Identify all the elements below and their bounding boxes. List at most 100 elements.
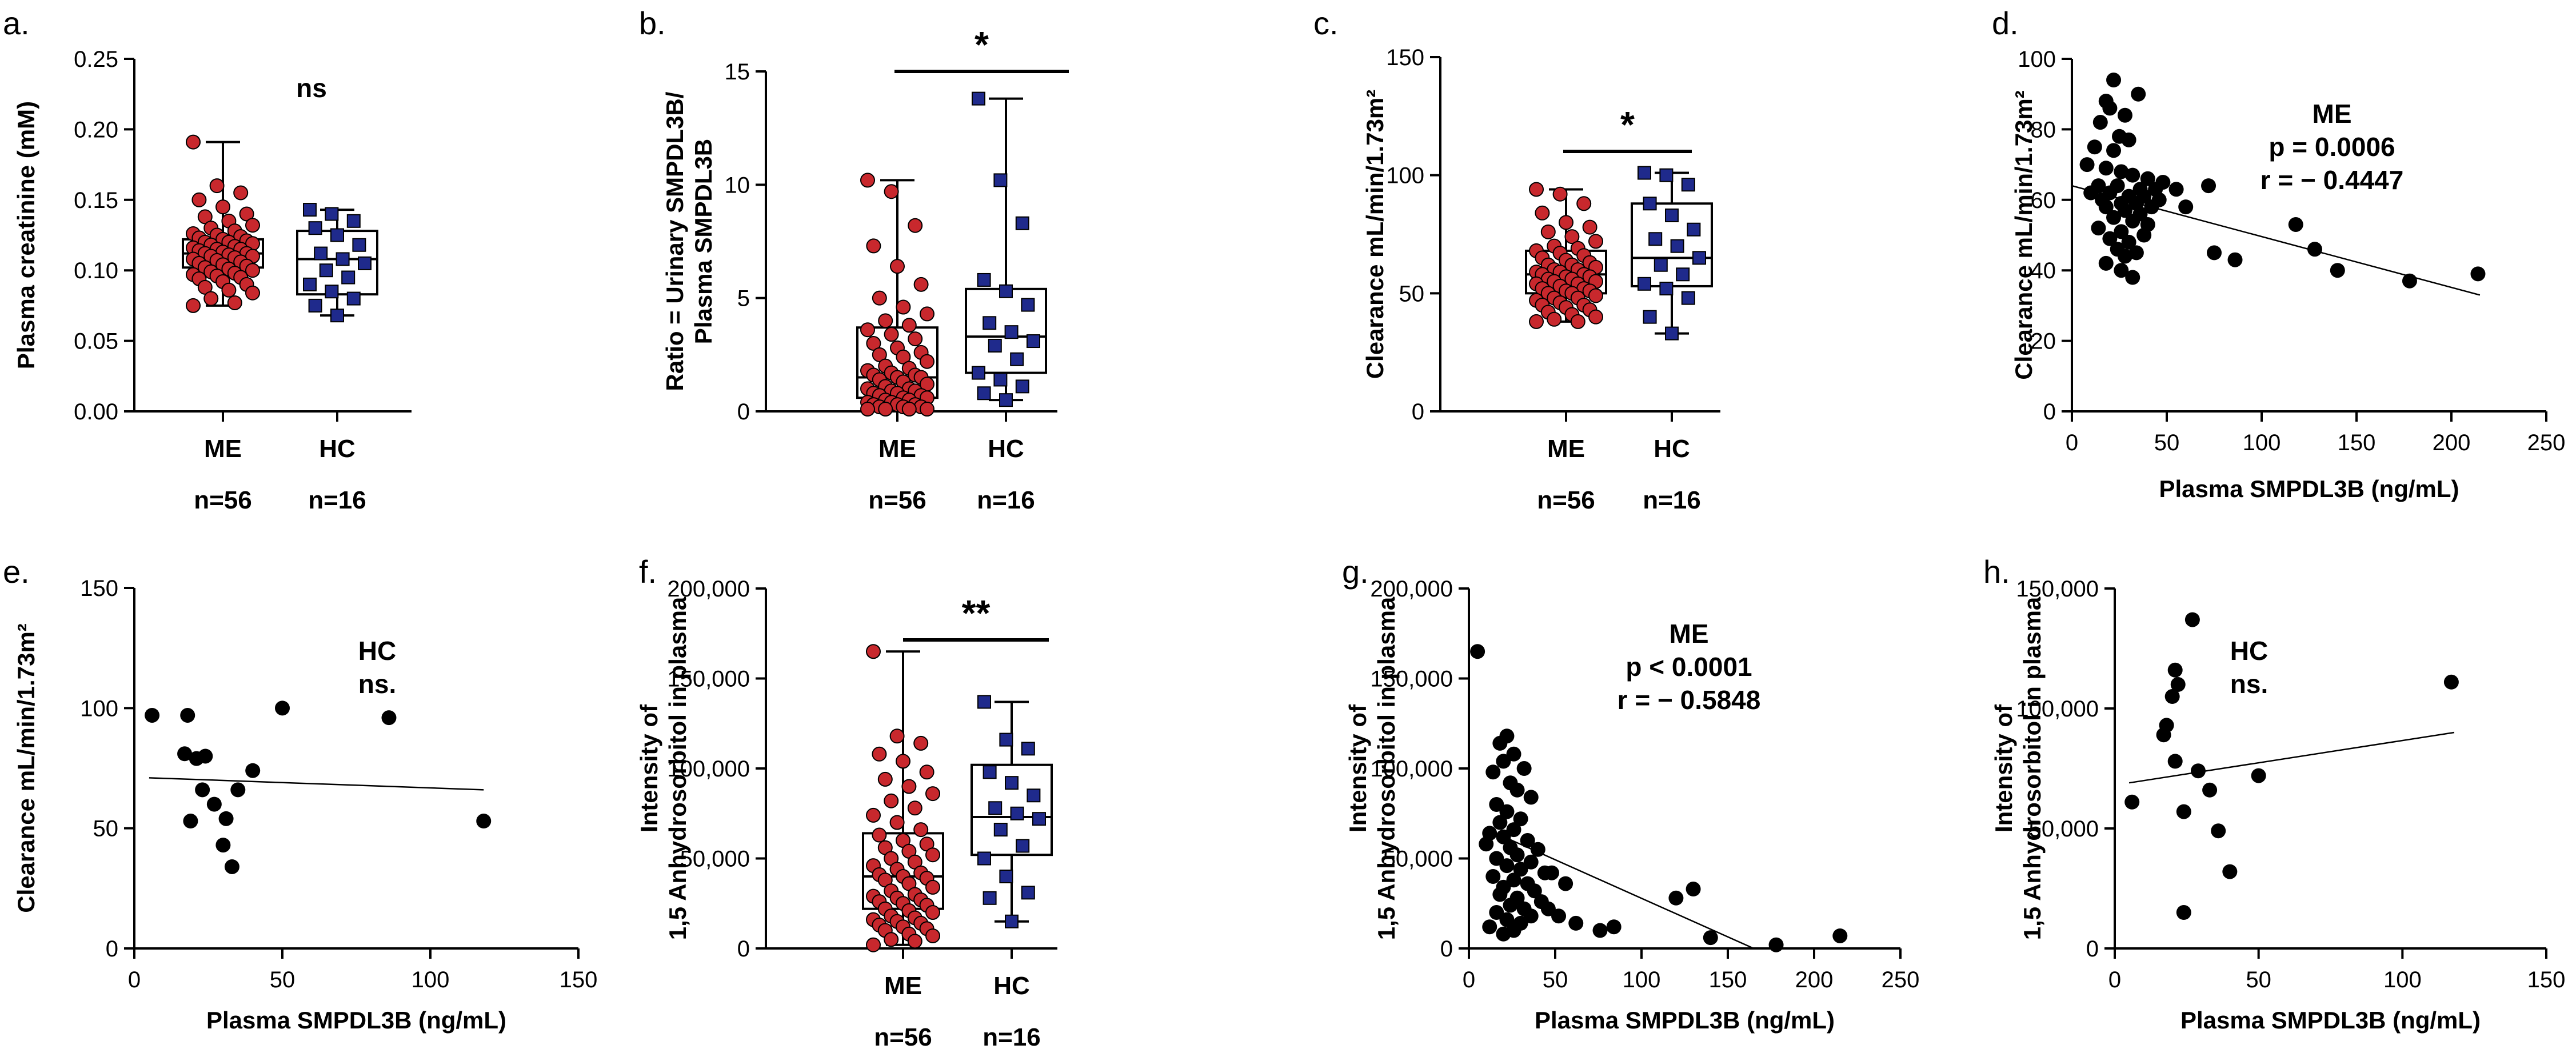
data-point — [2170, 677, 2186, 692]
data-point — [1496, 754, 1511, 769]
panel-b: b. 0 5 10 15 Ratio = Urinary SMPDL3B/Plasma S… — [639, 5, 1069, 514]
data-point — [2125, 270, 2140, 285]
data-point — [2288, 217, 2303, 232]
data-point — [186, 134, 201, 150]
x-tick-label: 200 — [1795, 967, 1834, 992]
data-point — [1021, 742, 1035, 756]
y-tick-label: 0.05 — [74, 329, 118, 354]
x-tick-label: 200 — [2433, 430, 2471, 455]
data-point — [1492, 735, 1508, 751]
data-point — [2114, 224, 2129, 239]
y-axis-title: Intensity of — [1344, 704, 1371, 832]
x-tick-label: 100 — [2383, 967, 2422, 992]
data-point — [1489, 797, 1504, 812]
x-tick-label: 0 — [128, 967, 141, 992]
data-point — [907, 934, 922, 949]
data-point — [977, 695, 991, 709]
sample-size-label: n=56 — [1537, 486, 1595, 514]
data-point — [920, 354, 934, 369]
data-point — [1692, 251, 1706, 265]
iqr-box — [971, 763, 1053, 856]
y-axis-title: 1,5 Anhydrosorbitol in plasma — [2019, 596, 2046, 940]
data-point — [860, 173, 875, 188]
regression-line — [149, 777, 484, 791]
data-point — [2176, 905, 2191, 920]
data-point — [1582, 219, 1597, 235]
data-point — [2125, 213, 2140, 229]
x-tick-label: 100 — [412, 967, 450, 992]
data-point — [1687, 222, 1701, 237]
data-point — [1496, 926, 1511, 942]
data-point — [245, 763, 261, 778]
data-point — [1499, 804, 1515, 819]
stat-annotation: r = − 0.5848 — [1618, 685, 1761, 715]
x-tick-label: 250 — [1882, 967, 1920, 992]
data-point — [303, 203, 317, 217]
data-point — [866, 807, 881, 823]
y-tick-label: 100 — [1386, 163, 1424, 189]
data-point — [920, 402, 934, 417]
data-point — [993, 373, 1008, 387]
data-point — [1509, 782, 1525, 798]
data-point — [925, 847, 940, 863]
sample-size-label: n=56 — [874, 1023, 932, 1049]
data-point — [999, 393, 1013, 407]
data-point — [1527, 883, 1542, 899]
data-point — [1027, 334, 1040, 349]
y-tick-label: 150,000 — [667, 667, 750, 692]
stat-annotation: HC — [2230, 636, 2268, 666]
x-tick-label: 100 — [2243, 430, 2281, 455]
data-point — [1005, 914, 1019, 928]
data-point — [319, 263, 333, 278]
data-point — [889, 728, 905, 744]
data-point — [1588, 309, 1603, 325]
data-point — [925, 786, 940, 802]
data-point — [925, 905, 940, 920]
y-tick-label: 0.15 — [74, 188, 118, 213]
data-point — [889, 815, 905, 830]
data-point — [2190, 763, 2206, 779]
data-point — [2167, 754, 2183, 769]
y-axis-title: Clearance mL/min/1.73m² — [1361, 90, 1388, 379]
data-point — [890, 259, 905, 274]
data-point — [145, 707, 160, 723]
y-tick-label: 0 — [2043, 399, 2056, 425]
data-point — [1547, 311, 1562, 327]
y-tick-label: 50,000 — [1383, 847, 1453, 872]
data-point — [1686, 882, 1701, 897]
data-point — [1768, 937, 1784, 952]
data-point — [2124, 794, 2140, 810]
data-point — [983, 316, 997, 330]
data-point — [1513, 862, 1528, 877]
data-point — [215, 199, 230, 215]
data-point — [993, 173, 1008, 187]
data-point — [1015, 379, 1029, 394]
data-point — [1010, 806, 1024, 820]
data-point — [245, 218, 260, 233]
data-point — [1544, 865, 1559, 880]
data-point — [2117, 107, 2132, 123]
x-axis-title: Plasma SMPDL3B (ng/mL) — [2159, 475, 2459, 502]
data-point — [913, 735, 929, 751]
data-point — [1506, 822, 1521, 838]
x-tick-label: 150 — [1709, 967, 1747, 992]
category-label: ME — [878, 435, 916, 463]
y-tick-label: 150,000 — [1370, 667, 1453, 692]
data-point — [1529, 182, 1544, 197]
data-point — [336, 252, 350, 266]
data-point — [303, 277, 317, 291]
y-axis-title: Clearance mL/min/1.73m² — [13, 623, 39, 913]
data-point — [878, 313, 893, 329]
data-point — [2168, 182, 2184, 197]
data-point — [1552, 186, 1568, 202]
data-point — [1027, 788, 1041, 803]
panel-e: e. 0 50 100 150 Clearance mL/min/1.73m² 0 50 100… — [3, 554, 597, 1034]
data-point — [1470, 644, 1485, 659]
data-point — [2176, 804, 2191, 819]
data-point — [245, 285, 260, 301]
data-point — [1540, 224, 1556, 239]
data-point — [2131, 86, 2146, 102]
panel-f: f. 0 50,000 100,000 150,000 200,000 Intensity … — [636, 554, 1057, 1049]
y-tick-label: 0.25 — [74, 47, 118, 72]
